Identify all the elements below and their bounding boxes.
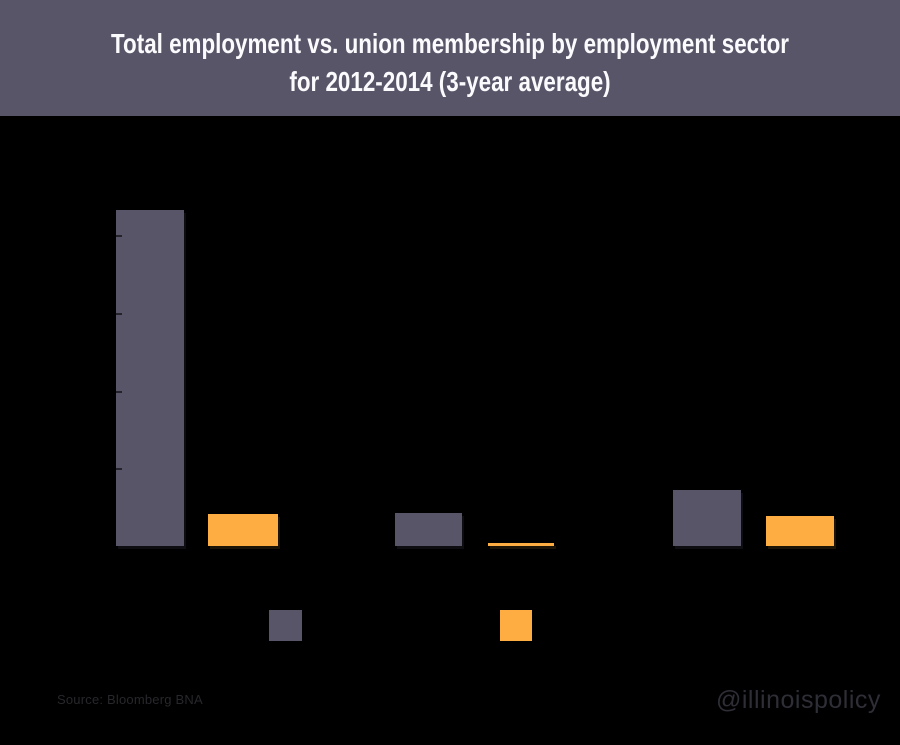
bar-union-membership-sector-1	[208, 514, 278, 546]
y-axis-tick-1	[116, 468, 122, 470]
legend-swatch-union-membership	[500, 610, 532, 641]
y-axis-tick-2	[116, 391, 122, 393]
source-note: Source: Bloomberg BNA	[57, 692, 203, 707]
watermark-handle: @illinoispolicy	[716, 686, 881, 714]
page-title: Total employment vs. union membership by…	[90, 25, 810, 101]
y-axis-tick-4	[116, 235, 122, 237]
page-title-line1: Total employment vs. union membership by…	[111, 28, 789, 59]
page-title-line2: for 2012-2014 (3-year average)	[289, 66, 611, 97]
bar-total-employment-sector-1	[116, 210, 184, 546]
chart-header: Total employment vs. union membership by…	[0, 0, 900, 116]
legend-swatch-total-employment	[269, 610, 302, 641]
bar-union-membership-sector-2	[488, 543, 554, 546]
y-axis-tick-3	[116, 313, 122, 315]
bar-total-employment-sector-2	[395, 513, 462, 546]
chart-plot-area: Source: Bloomberg BNA @illinoispolicy	[0, 116, 900, 745]
bar-union-membership-sector-3	[766, 516, 834, 546]
bar-total-employment-sector-3	[673, 490, 741, 546]
